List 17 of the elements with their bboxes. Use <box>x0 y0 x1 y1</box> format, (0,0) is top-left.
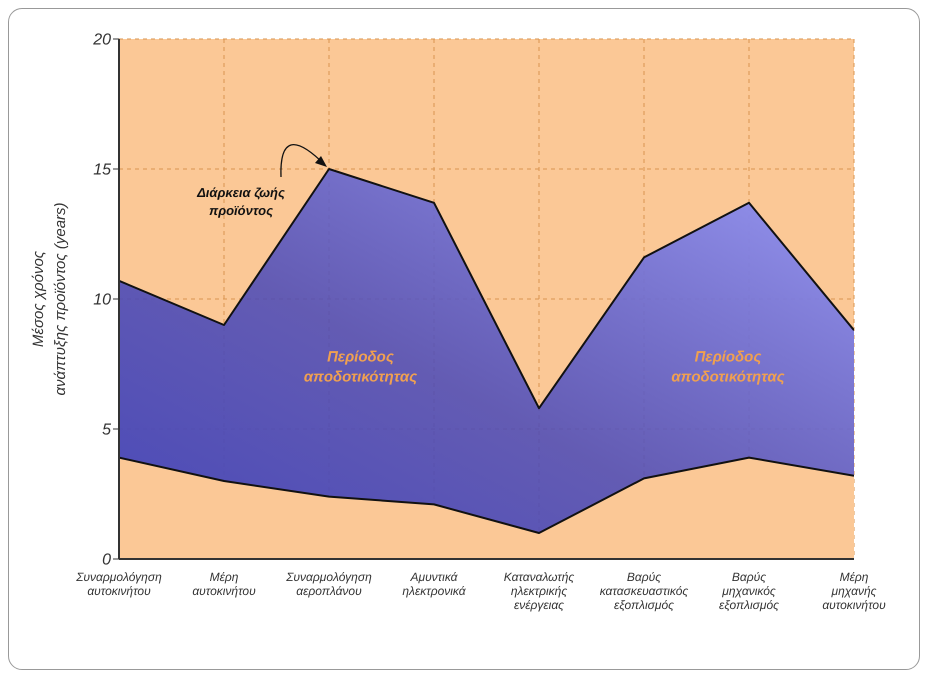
x-tick-label: Αμυντικά ηλεκτρονικά <box>402 570 467 598</box>
x-tick-label: Καταναλωτής ηλεκτρικής ενέργειας <box>504 570 574 612</box>
y-tick-label: 15 <box>93 162 112 179</box>
annotation: Περίοδος αποδοτικότητας <box>304 348 418 386</box>
x-tick-label: Βαρύς μηχανικός εξοπλισμός <box>719 570 780 612</box>
y-tick-label: 5 <box>102 422 112 439</box>
x-tick-label: Βαρύς κατασκευαστικός εξοπλισμός <box>600 570 688 612</box>
annotation: Διάρκεια ζωής προϊόντος <box>196 185 285 218</box>
x-tick-label: Μέρη αυτοκινήτου <box>192 570 256 598</box>
y-tick-label: 0 <box>102 552 112 569</box>
y-axis-title: Μέσος χρόνος ανάπτυξης προϊόντος (years) <box>30 202 69 396</box>
y-tick-label: 20 <box>92 32 112 49</box>
x-tick-label: Συναρμολόγηση αυτοκινήτου <box>75 570 162 598</box>
x-tick-label: Μέρη μηχανής αυτοκινήτου <box>822 570 886 612</box>
annotation: Περίοδος αποδοτικότητας <box>671 348 785 386</box>
x-tick-label: Συναρμολόγηση αεροπλάνου <box>285 570 372 598</box>
y-tick-label: 10 <box>93 292 112 309</box>
